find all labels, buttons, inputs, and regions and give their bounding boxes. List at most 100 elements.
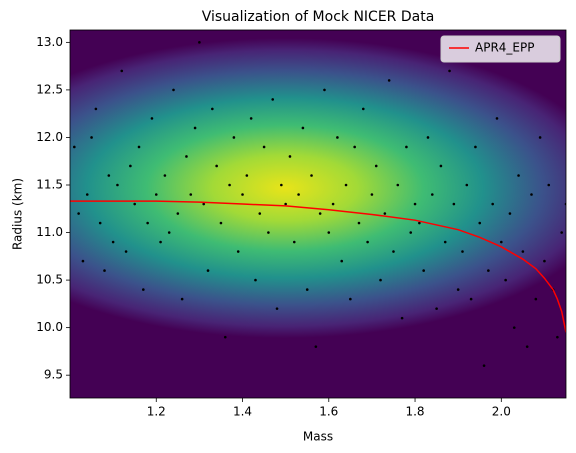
x-tick-label: 1.6 [319, 405, 338, 419]
scatter-point [142, 288, 145, 291]
scatter-point [357, 221, 361, 225]
scatter-point [504, 278, 507, 282]
scatter-point [512, 326, 516, 329]
scatter-point [478, 221, 482, 225]
scatter-point [413, 202, 417, 206]
scatter-point [297, 193, 300, 196]
y-tick-label: 10.0 [36, 320, 63, 334]
scatter-point [448, 69, 451, 73]
scatter-point [396, 183, 400, 187]
scatter-point [491, 202, 494, 206]
scatter-point [331, 202, 335, 206]
scatter-point [206, 269, 210, 272]
scatter-point [305, 288, 309, 291]
x-axis-label: Mass [303, 430, 333, 444]
scatter-point [349, 297, 352, 301]
scatter-point [482, 364, 486, 367]
scatter-point [116, 183, 119, 187]
scatter-point [340, 259, 344, 263]
scatter-point [163, 174, 167, 177]
scatter-point [90, 136, 93, 139]
scatter-point [245, 174, 249, 177]
scatter-point [280, 183, 283, 187]
scatter-point [254, 278, 257, 282]
scatter-point [327, 231, 331, 234]
scatter-point [452, 202, 456, 206]
scatter-point [534, 297, 538, 301]
y-tick-label: 12.0 [36, 130, 63, 144]
scatter-point [228, 183, 231, 187]
scatter-point [530, 193, 533, 196]
scatter-point [111, 240, 115, 244]
scatter-point [189, 193, 193, 196]
scatter-point [202, 202, 206, 206]
scatter-point [154, 193, 158, 196]
scatter-point [271, 98, 275, 101]
legend-label: APR4_EPP [475, 41, 534, 55]
scatter-point [146, 221, 149, 225]
x-tick-label: 1.4 [233, 405, 252, 419]
scatter-point [387, 79, 391, 82]
scatter-point [137, 145, 141, 149]
scatter-point [73, 145, 76, 149]
scatter-point [521, 250, 525, 253]
scatter-point [374, 164, 378, 168]
y-tick-label: 10.5 [36, 273, 63, 287]
scatter-point [456, 288, 460, 291]
scatter-point [426, 136, 430, 139]
scatter-point [370, 193, 374, 196]
scatter-point [379, 278, 382, 282]
scatter-point [400, 316, 404, 320]
y-tick-label: 11.0 [36, 225, 63, 239]
y-tick-label: 11.5 [36, 177, 63, 191]
scatter-point [344, 183, 348, 187]
scatter-point [262, 145, 266, 149]
scatter-point [219, 221, 223, 225]
scatter-point [94, 107, 98, 111]
scatter-point [223, 335, 227, 339]
legend-box [440, 35, 561, 63]
scatter-point [314, 345, 318, 348]
x-tick-label: 1.2 [147, 405, 166, 419]
scatter-point [150, 117, 154, 120]
scatter-point [336, 136, 339, 139]
scatter-point [292, 240, 296, 244]
scatter-point [517, 174, 520, 177]
scatter-point [435, 307, 438, 310]
scatter-point [409, 231, 413, 234]
scatter-point [124, 250, 128, 253]
scatter-point [418, 221, 421, 225]
scatter-point [474, 145, 477, 149]
scatter-point [560, 231, 563, 234]
scatter-point [525, 345, 529, 348]
scatter-point [288, 155, 292, 158]
scatter-point [301, 126, 305, 130]
scatter-point [167, 231, 171, 234]
scatter-point [198, 41, 201, 44]
scatter-point [500, 240, 503, 244]
y-tick-label: 13.0 [36, 35, 63, 49]
scatter-point [353, 145, 356, 149]
scatter-point [107, 174, 111, 177]
scatter-point [185, 155, 188, 158]
scatter-point [310, 174, 313, 177]
scatter-point [98, 221, 102, 225]
scatter-point [193, 126, 197, 130]
scatter-point [172, 88, 175, 92]
plot-marks [70, 41, 566, 367]
scatter-point [366, 240, 369, 244]
scatter-point [85, 193, 89, 196]
y-axis-label: Radius (km) [11, 178, 25, 250]
scatter-point [103, 269, 106, 272]
scatter-point [236, 250, 240, 253]
scatter-point [422, 269, 425, 272]
chart-title: Visualization of Mock NICER Data [202, 9, 435, 25]
x-tick-label: 1.8 [405, 405, 424, 419]
x-tick-label: 2.0 [492, 405, 511, 419]
scatter-point [159, 240, 162, 244]
scatter-point [323, 88, 326, 92]
scatter-point [129, 164, 132, 168]
scatter-point [556, 335, 559, 339]
scatter-point [211, 107, 214, 111]
y-tick-label: 12.5 [36, 82, 63, 96]
